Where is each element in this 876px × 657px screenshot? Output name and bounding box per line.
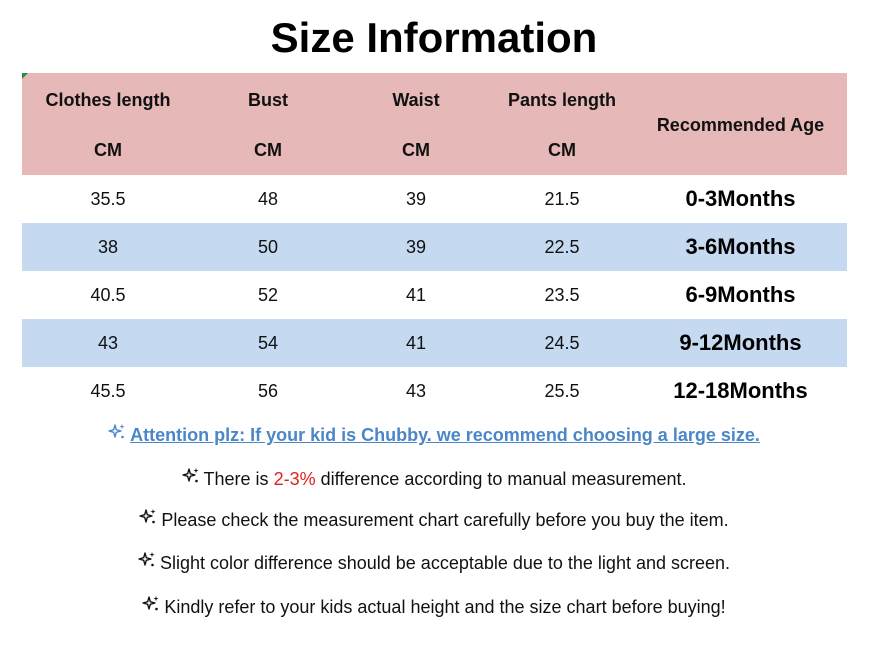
header-clothes-length: Clothes length bbox=[45, 90, 171, 110]
check-chart-text: Please check the measurement chart caref… bbox=[161, 510, 729, 530]
cell-clothes-length: 35.5 bbox=[90, 188, 126, 209]
cell-recommended-age: 0-3Months bbox=[685, 186, 796, 211]
cell-bust: 56 bbox=[257, 380, 279, 401]
difference-note: There is 2-3% difference according to ma… bbox=[0, 467, 868, 490]
sparkle-icon bbox=[138, 551, 156, 574]
sparkle-icon bbox=[108, 423, 126, 446]
cell-clothes-length: 45.5 bbox=[90, 380, 126, 401]
cell-bust: 48 bbox=[257, 188, 279, 209]
sparkle-icon bbox=[181, 467, 200, 490]
unit-bust: CM bbox=[254, 140, 282, 160]
table-row: 45.5 56 43 25.5 12-18Months bbox=[22, 367, 847, 415]
size-table: Clothes length Bust Waist Pants length R… bbox=[22, 73, 847, 415]
header-waist: Waist bbox=[392, 90, 440, 110]
cell-clothes-length: 38 bbox=[97, 236, 119, 257]
cell-corner-mark bbox=[22, 73, 28, 79]
table-row: 38 50 39 22.5 3-6Months bbox=[22, 223, 847, 271]
difference-value: 2-3% bbox=[273, 469, 316, 489]
unit-clothes-length: CM bbox=[94, 140, 122, 160]
table-row: 40.5 52 41 23.5 6-9Months bbox=[22, 271, 847, 319]
difference-prefix: There is bbox=[203, 469, 274, 489]
cell-bust: 52 bbox=[257, 284, 279, 305]
table-row: 43 54 41 24.5 9-12Months bbox=[22, 319, 847, 367]
cell-waist: 39 bbox=[405, 236, 427, 257]
cell-recommended-age: 9-12Months bbox=[679, 330, 802, 355]
header-bust: Bust bbox=[248, 90, 288, 110]
cell-waist: 39 bbox=[405, 188, 427, 209]
refer-height-text: Kindly refer to your kids actual height … bbox=[164, 597, 726, 617]
color-difference-text: Slight color difference should be accept… bbox=[159, 553, 731, 573]
table-row: 35.5 48 39 21.5 0-3Months bbox=[22, 175, 847, 223]
cell-waist: 41 bbox=[405, 332, 427, 353]
cell-recommended-age: 12-18Months bbox=[673, 378, 808, 403]
attention-note: Attention plz: If your kid is Chubby. we… bbox=[0, 423, 868, 446]
cell-recommended-age: 3-6Months bbox=[685, 234, 796, 259]
cell-waist: 41 bbox=[405, 284, 427, 305]
sparkle-icon bbox=[142, 595, 160, 618]
cell-clothes-length: 43 bbox=[97, 332, 119, 353]
difference-suffix: difference according to manual measureme… bbox=[315, 469, 687, 489]
attention-text: Attention plz: If your kid is Chubby. we… bbox=[130, 425, 760, 445]
cell-pants-length: 23.5 bbox=[544, 284, 580, 305]
cell-pants-length: 24.5 bbox=[544, 332, 580, 353]
unit-waist: CM bbox=[402, 140, 430, 160]
check-chart-note: Please check the measurement chart caref… bbox=[0, 508, 868, 531]
cell-pants-length: 25.5 bbox=[544, 380, 580, 401]
table-header: Clothes length Bust Waist Pants length R… bbox=[22, 73, 847, 175]
refer-height-note: Kindly refer to your kids actual height … bbox=[0, 595, 868, 618]
sparkle-icon bbox=[139, 508, 157, 531]
cell-recommended-age: 6-9Months bbox=[685, 282, 796, 307]
header-row-labels: Clothes length Bust Waist Pants length R… bbox=[22, 73, 847, 135]
cell-clothes-length: 40.5 bbox=[90, 284, 126, 305]
table-body: 35.5 48 39 21.5 0-3Months 38 50 39 22.5 … bbox=[22, 175, 847, 415]
cell-bust: 50 bbox=[257, 236, 279, 257]
color-difference-note: Slight color difference should be accept… bbox=[0, 551, 868, 574]
cell-bust: 54 bbox=[257, 332, 279, 353]
cell-pants-length: 22.5 bbox=[544, 236, 580, 257]
unit-pants-length: CM bbox=[548, 140, 576, 160]
cell-pants-length: 21.5 bbox=[544, 188, 580, 209]
header-recommended-age: Recommended Age bbox=[656, 114, 825, 135]
cell-waist: 43 bbox=[405, 380, 427, 401]
page-title: Size Information bbox=[270, 14, 598, 61]
header-pants-length: Pants length bbox=[507, 90, 616, 110]
